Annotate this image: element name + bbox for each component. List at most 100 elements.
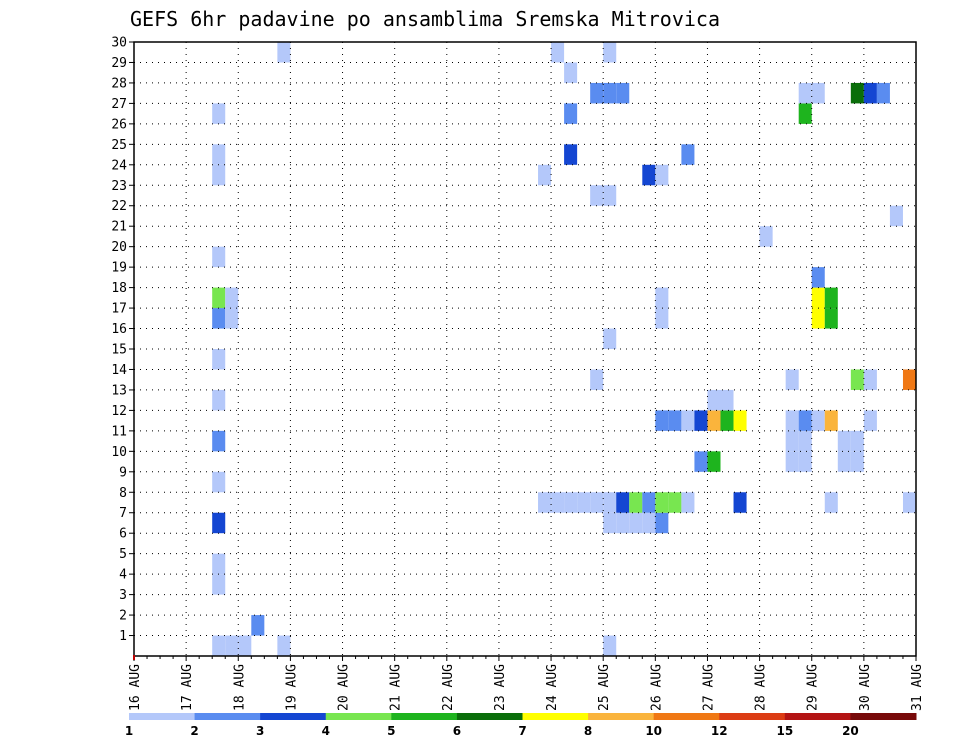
precip-cell [590,82,604,104]
precip-cell [642,164,656,186]
precip-cell [564,103,578,124]
precip-cell [642,492,656,513]
x-tick-label: 28 AUG [754,664,769,711]
precip-cell [212,164,226,186]
x-tick-label: 18 AUG [232,664,247,711]
grid-lines [134,42,916,656]
precip-cell [212,553,226,575]
precip-cell [603,492,617,513]
y-tick-label: 24 [111,158,127,173]
precip-cell [902,369,916,390]
precip-cell [212,635,226,656]
precip-cell [785,369,799,390]
precip-cell [212,512,226,534]
precip-cell [798,410,812,431]
x-tick-label: 16 AUG [128,664,143,711]
precip-cell [538,164,552,186]
precip-cell [837,430,851,452]
chart-title: GEFS 6hr padavine po ansamblima Sremska … [130,7,720,31]
y-tick-label: 17 [111,302,127,317]
y-tick-label: 2 [119,609,127,624]
x-tick-label: 24 AUG [545,664,560,711]
precip-cell [733,492,747,513]
precip-cell [837,451,851,472]
precip-cell [212,103,226,124]
precip-cell [863,410,877,431]
precip-cell [212,389,226,411]
precip-cell [590,369,604,390]
precip-cell [212,308,226,329]
precip-cell [889,205,903,227]
precip-cell [629,512,643,534]
precip-cell [277,42,291,63]
precip-cell [251,615,265,636]
precip-cell [603,82,617,104]
precip-cell [538,492,552,513]
y-tick-label: 23 [111,179,127,194]
legend-label: 3 [256,724,264,738]
precip-cell [863,82,877,104]
precip-cell [681,492,695,513]
legend-swatch [588,713,655,720]
y-tick-label: 5 [119,547,127,562]
precip-cell [681,144,695,165]
y-tick-label: 9 [119,465,127,480]
y-axis-ticks: 1234567891011121314151617181920212223242… [111,36,134,644]
precip-cell [824,492,838,513]
precip-cell [603,512,617,534]
y-tick-label: 1 [119,629,127,644]
precip-cell [603,635,617,656]
precip-cell [707,389,721,411]
legend-swatch [456,713,523,720]
precip-cell [603,42,617,63]
precip-cell [616,512,630,534]
precip-cell [681,410,695,431]
precip-cell [850,451,864,472]
precip-cell [811,308,825,329]
precip-cell [577,492,591,513]
precip-cell [655,512,669,534]
legend-swatch [194,713,261,720]
legend-label: 12 [711,724,728,738]
precip-cell [212,246,226,268]
legend-label: 1 [125,724,133,738]
x-tick-label: 29 AUG [806,664,821,711]
y-tick-label: 22 [111,199,127,214]
y-tick-label: 15 [111,343,127,358]
y-tick-label: 10 [111,445,127,460]
precip-cell [850,82,864,104]
precip-cell [707,451,721,472]
y-tick-label: 13 [111,383,127,398]
precip-cell [212,471,226,493]
legend-swatch [522,713,589,720]
precip-cell [655,308,669,329]
precip-cell [212,349,226,370]
precip-cell [850,430,864,452]
precip-cell [668,410,682,431]
precip-cell [811,82,825,104]
precip-cell [603,185,617,206]
precip-cell [225,287,239,309]
precip-cell [798,103,812,124]
color-legend: 1 2 3 4 5 6 7 8 10 12 15 20 [125,713,917,738]
y-tick-label: 19 [111,261,127,276]
legend-swatch [850,713,917,720]
precip-cell [785,451,799,472]
legend-swatch [653,713,720,720]
precip-cell [785,410,799,431]
precip-cell [551,492,565,513]
precip-cell [798,430,812,452]
y-tick-label: 29 [111,56,127,71]
precip-cell [616,492,630,513]
precip-cells [212,42,916,656]
y-tick-label: 11 [111,424,127,439]
y-tick-label: 26 [111,117,127,132]
x-tick-label: 27 AUG [701,664,716,711]
precip-cell [694,410,708,431]
precip-cell [824,308,838,329]
legend-swatch [129,713,196,720]
precip-cell [655,492,669,513]
precip-cell [225,308,239,329]
precip-cell [785,430,799,452]
